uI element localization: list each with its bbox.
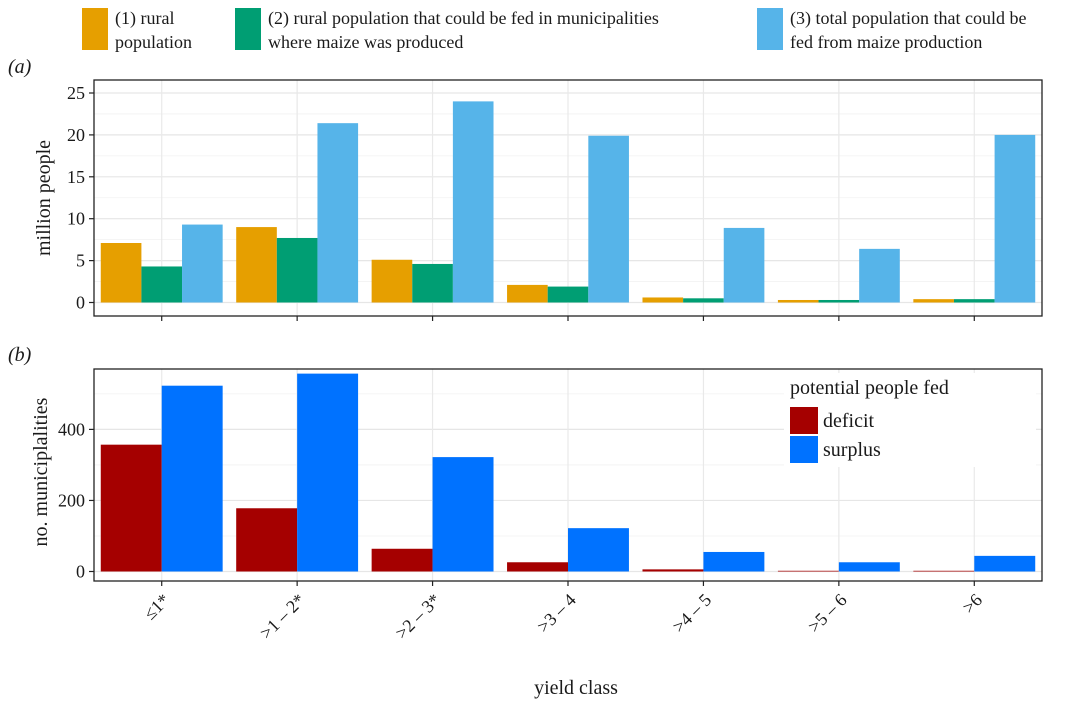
x-axis-title: yield class [534,677,618,699]
x-tick-label: >2 – 3* [391,590,444,643]
panel-a-bar-2-rural-population-6 [953,299,995,303]
panel-b-bar-surplus-0 [161,385,223,572]
panel-a-bar-2-rural-population-4 [683,298,724,303]
panel-a-bar-1-rural-population-0 [100,243,142,303]
legend-title: potential people fed [790,377,949,399]
legend-label-rural-population-line2: population [115,32,192,52]
panel-b-bar-deficit-1 [236,508,298,572]
panel-a-bar-1-rural-population-3 [507,284,548,303]
legend-swatch-surplus [790,436,818,463]
x-tick-label: >3 – 4 [533,590,580,637]
panel-b-bar-deficit-3 [507,562,568,572]
panel-b-y-axis-title: no. municiplalities [30,397,52,546]
panel-a-bar-1-rural-population-6 [913,299,954,303]
panel-b-bar-surplus-3 [568,528,629,572]
top-legend: (1) rural population (2) rural populatio… [82,8,1026,52]
panel-a-y-tick-label: 15 [67,167,85,187]
panel-a-y-tick-label: 10 [67,209,85,229]
legend-label-surplus: surplus [823,439,881,461]
panel-a-y-tick-label: 25 [67,83,85,103]
legend-label-total-fed-line1: (3) total population that could be [790,8,1026,29]
panel-a-bar-1-rural-population-5 [777,299,819,303]
legend-swatch-total-fed [757,8,783,50]
panel-b-bar-surplus-2 [432,457,494,572]
legend-swatch-deficit [790,407,818,434]
panel-b-y-tick-label: 400 [58,419,85,439]
x-tick-label: ≤1* [140,590,174,624]
panel-a-bar-1-rural-population-2 [371,259,413,303]
legend-label-rural-population-line1: (1) rural [115,8,174,29]
panel-b-bar-deficit-4 [642,569,704,572]
x-tick-label: >4 – 5 [668,590,715,637]
panel-a-bar-2-rural-population-1 [276,237,318,303]
panel-a-bar-1-rural-population-4 [642,297,684,303]
panel-b-y-tick-label: 0 [76,562,85,582]
panel-a-y-tick-label: 20 [67,125,85,145]
panel-a-y-tick-label: 5 [76,251,85,271]
panel-a-y-axis-title: million people [33,140,55,256]
panel-b-bar-surplus-6 [974,555,1036,572]
panel-a-bar-3-total-population-1 [317,123,359,303]
panel-a-bar-3-total-population-6 [994,134,1036,303]
panel-a-plot: 0 5 10 15 20 25 [67,79,1043,321]
x-tick-label: >6 [958,590,986,618]
panel-b-bar-deficit-5 [777,570,839,572]
legend-swatch-rural-fed [235,8,261,50]
legend-label-rural-fed-line1: (2) rural population that could be fed i… [268,8,659,29]
panel-a-bar-2-rural-population-3 [547,286,589,303]
panel-a-bar-3-total-population-4 [723,227,765,303]
panel-a-label: (a) [8,56,32,78]
legend-label-total-fed-line2: fed from maize production [790,32,982,52]
x-tick-label: >1 – 2* [256,590,309,643]
panel-a-bar-2-rural-population-5 [818,299,860,303]
panel-a-y-tick-label: 0 [76,293,85,313]
panel-a-bar-3-total-population-2 [452,101,494,303]
panel-b-bar-surplus-5 [838,562,900,572]
panel-a-bar-2-rural-population-2 [412,263,453,303]
x-tick-label: >5 – 6 [804,590,851,637]
panel-b-bar-deficit-2 [371,548,433,572]
panel-a-bar-2-rural-population-0 [141,266,183,303]
panel-b-bar-surplus-4 [703,551,765,572]
panel-a-bar-3-total-population-5 [859,248,900,303]
legend-swatch-rural-population [82,8,108,50]
panel-b-legend: potential people fed deficit surplus [784,373,1036,467]
panel-b-y-tick-label: 200 [58,490,85,510]
legend-label-deficit: deficit [823,410,875,432]
panel-a-bar-3-total-population-3 [588,135,629,303]
panel-b-bar-surplus-1 [297,373,359,572]
panel-a-bar-3-total-population-0 [182,224,223,303]
panel-b-label: (b) [8,344,32,366]
legend-label-rural-fed-line2: where maize was produced [268,32,463,52]
panel-b-bar-deficit-0 [100,444,162,572]
panel-a-bar-1-rural-population-1 [236,227,277,303]
panel-b-bar-deficit-6 [913,570,975,572]
